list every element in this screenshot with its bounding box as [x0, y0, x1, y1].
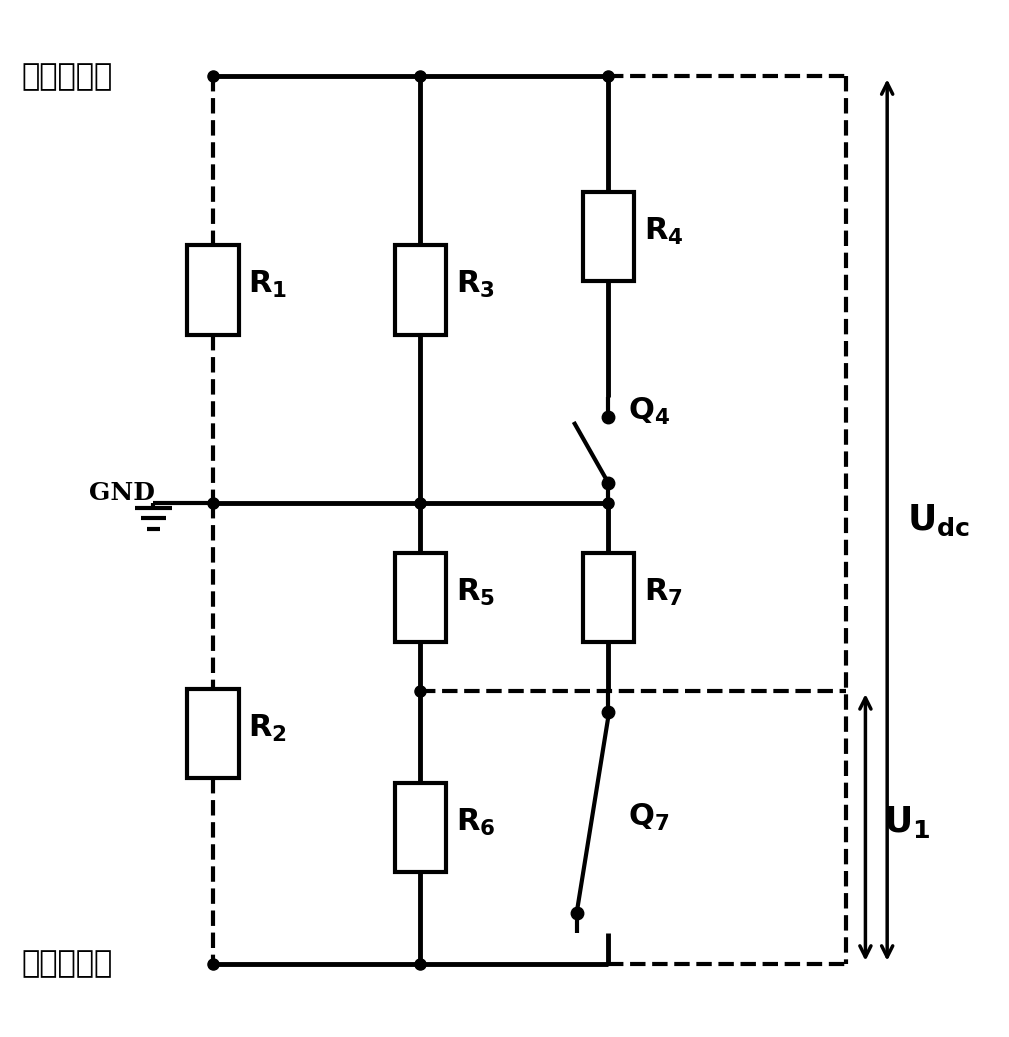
- Bar: [187, 689, 238, 778]
- Text: $\mathbf{R_1}$: $\mathbf{R_1}$: [248, 270, 288, 301]
- Bar: [395, 245, 446, 335]
- Text: $\mathbf{R_4}$: $\mathbf{R_4}$: [644, 216, 683, 247]
- Text: $\mathbf{U_{dc}}$: $\mathbf{U_{dc}}$: [907, 502, 970, 537]
- Text: $\mathbf{Q_4}$: $\mathbf{Q_4}$: [628, 396, 670, 427]
- Text: $\mathbf{R_6}$: $\mathbf{R_6}$: [456, 807, 495, 838]
- Text: $\mathbf{Q_7}$: $\mathbf{Q_7}$: [628, 802, 669, 833]
- Text: GND: GND: [89, 481, 155, 505]
- Bar: [187, 245, 238, 335]
- Text: $\mathbf{R_3}$: $\mathbf{R_3}$: [456, 270, 495, 301]
- Text: $\mathbf{R_7}$: $\mathbf{R_7}$: [644, 577, 683, 608]
- Bar: [395, 553, 446, 642]
- Bar: [582, 192, 634, 281]
- Bar: [395, 783, 446, 872]
- Bar: [582, 553, 634, 642]
- Text: 第二输入端: 第二输入端: [22, 949, 113, 978]
- Text: $\mathbf{R_5}$: $\mathbf{R_5}$: [456, 577, 495, 608]
- Text: $\mathbf{R_2}$: $\mathbf{R_2}$: [248, 712, 288, 744]
- Text: $\mathbf{U_1}$: $\mathbf{U_1}$: [883, 805, 930, 840]
- Text: 第一输入端: 第一输入端: [22, 62, 113, 91]
